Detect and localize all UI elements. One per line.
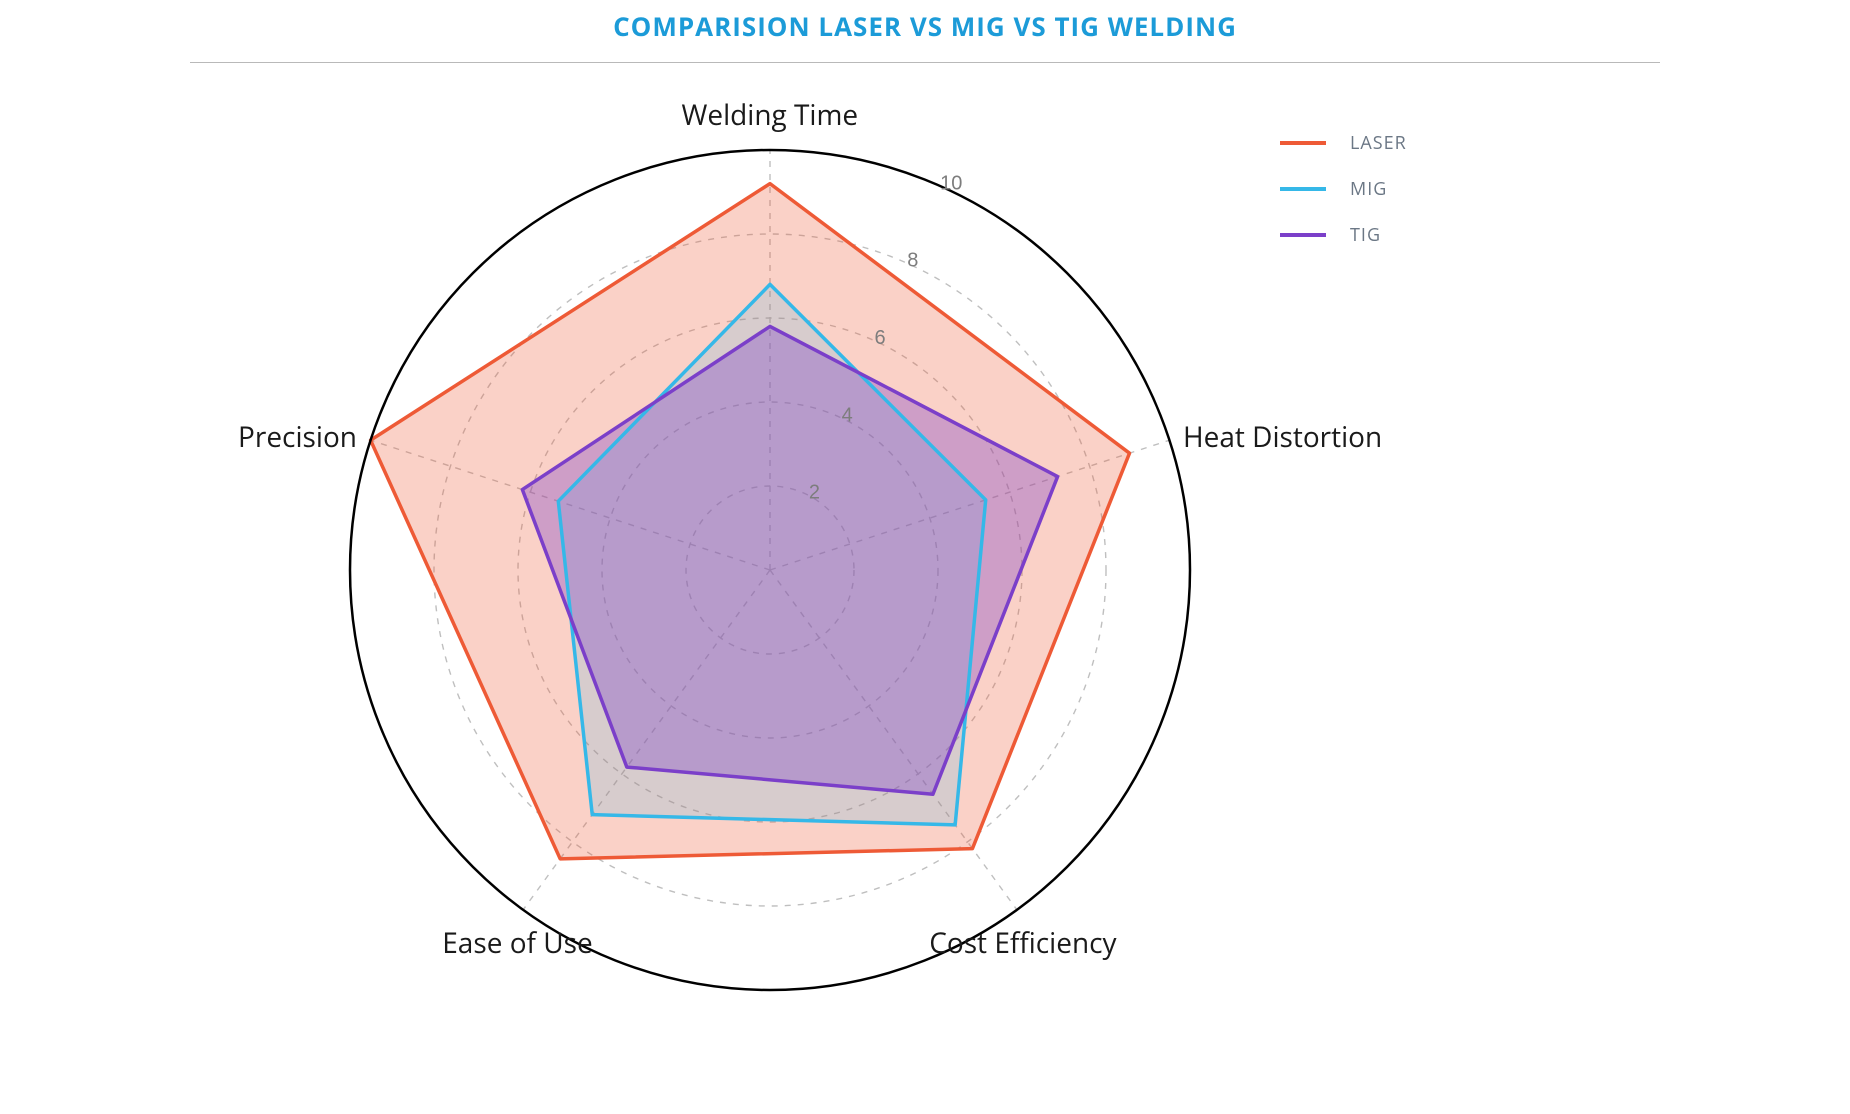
tick-label: 10: [940, 172, 962, 194]
legend-swatch-laser: [1280, 141, 1326, 145]
legend-label-laser: LASER: [1350, 131, 1407, 155]
legend-swatch-mig: [1280, 187, 1326, 191]
axis-label: Cost Efficiency: [929, 924, 1116, 962]
axis-label: Ease of Use: [442, 924, 592, 962]
legend-item-mig: MIG: [1280, 166, 1540, 212]
radar-chart: 246810 Welding TimeHeat DistortionCost E…: [300, 100, 1240, 1040]
tick-label: 8: [907, 250, 918, 272]
legend: LASER MIG TIG: [1280, 120, 1540, 258]
legend-item-tig: TIG: [1280, 212, 1540, 258]
title-container: COMPARISION LASER VS MIG VS TIG WELDING: [280, 8, 1570, 44]
axis-label: Precision: [238, 418, 357, 456]
legend-item-laser: LASER: [1280, 120, 1540, 166]
title-rule: [190, 62, 1660, 63]
tick-label: 2: [809, 482, 820, 504]
legend-swatch-tig: [1280, 233, 1326, 237]
page: COMPARISION LASER VS MIG VS TIG WELDING …: [0, 0, 1850, 1114]
axis-label: Heat Distortion: [1183, 418, 1382, 456]
chart-title: COMPARISION LASER VS MIG VS TIG WELDING: [613, 8, 1237, 44]
tick-label: 4: [842, 404, 853, 426]
radar-svg: 2 4 6 8 10: [300, 100, 1240, 1040]
tick-label: 6: [874, 327, 885, 349]
legend-label-tig: TIG: [1350, 223, 1381, 247]
legend-label-mig: MIG: [1350, 177, 1387, 201]
axis-label: Welding Time: [682, 96, 859, 134]
